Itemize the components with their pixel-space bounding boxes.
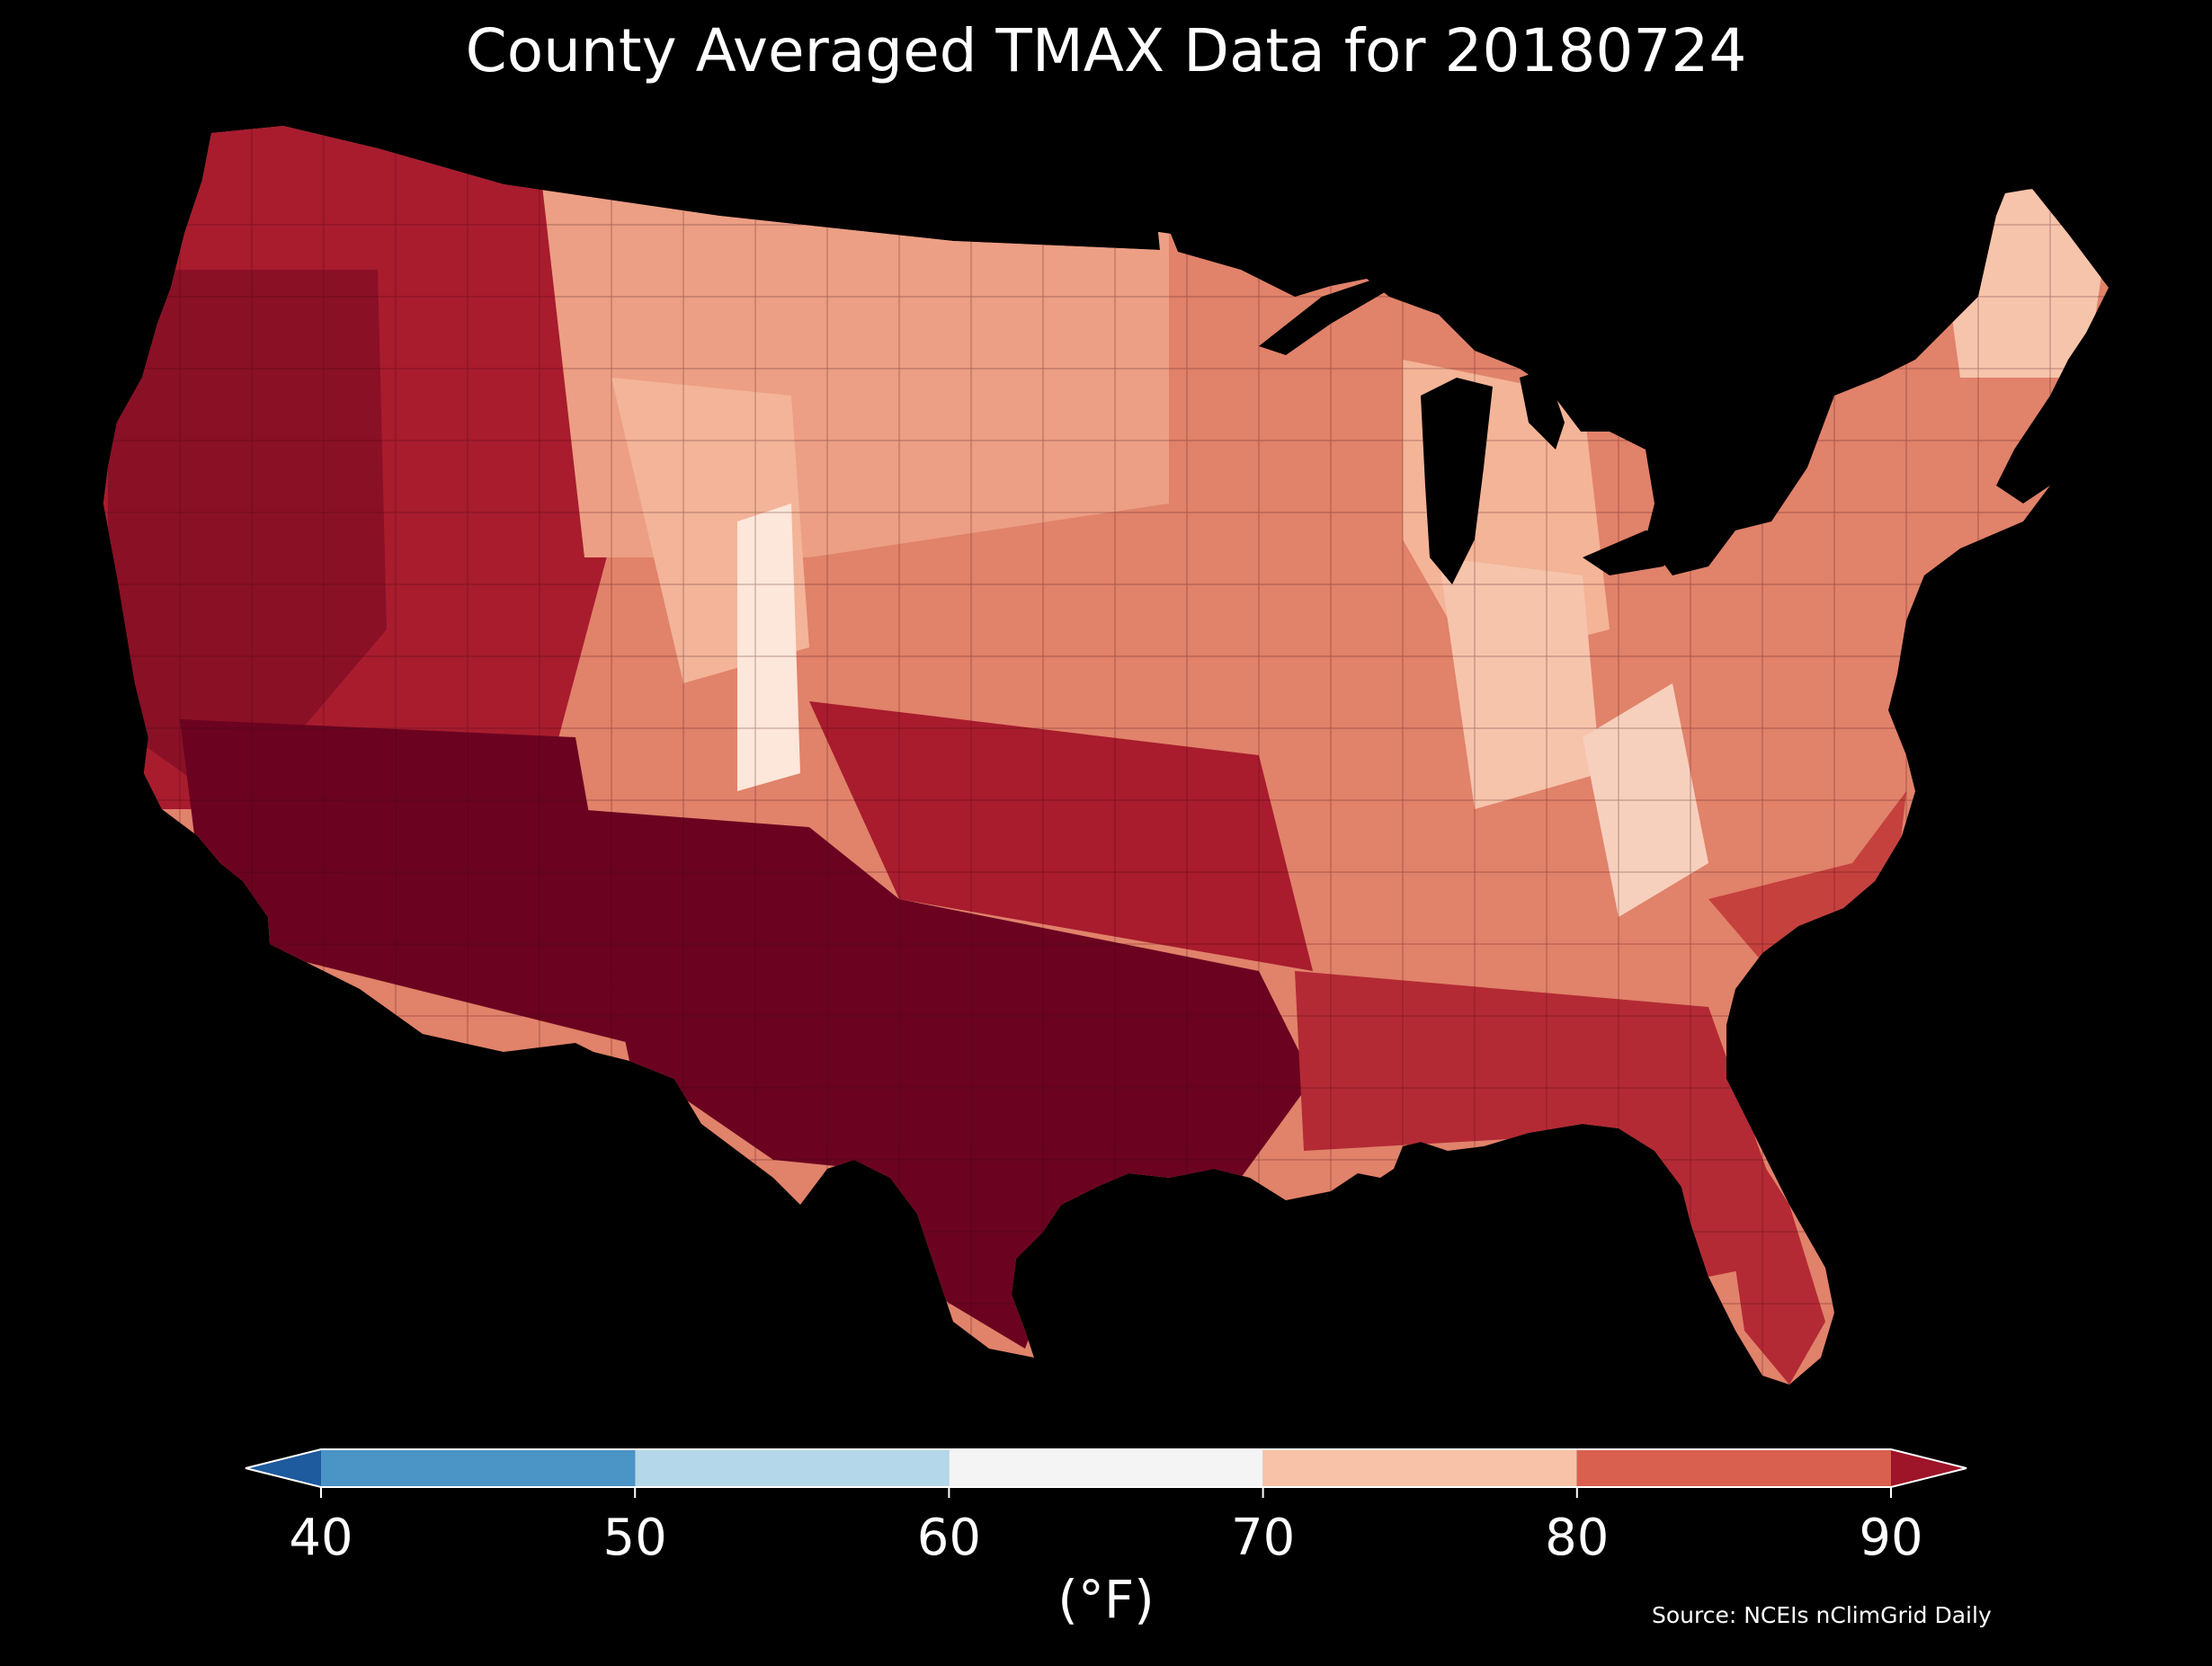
colorbar-bins [321,1449,1891,1487]
colorbar-tick-label-80: 80 [1545,1509,1610,1567]
colorbar-bin-60-70 [949,1449,1263,1487]
colorbar-tick-label-70: 70 [1230,1509,1296,1567]
colorbar-units-label: (°F) [1057,1569,1155,1630]
source-note: Source: NCEIs nClimGrid Daily [1652,1602,1992,1628]
colorbar-bin-40-50 [321,1449,636,1487]
colorbar-under-arrow [245,1449,321,1487]
colorbar-tick-label-40: 40 [289,1509,353,1567]
colorbar-over-arrow [1891,1449,1967,1487]
colorbar-tick-label-60: 60 [916,1509,982,1567]
colorbar-bin-80-90 [1576,1449,1891,1487]
colorbar-ticks [320,1487,1892,1498]
colorbar-tick-label-90: 90 [1859,1509,1923,1567]
colorbar-bin-70-80 [1262,1449,1577,1487]
colorbar-bin-50-60 [635,1449,950,1487]
map-title: County Averaged TMAX Data for 20180724 [465,16,1747,85]
great-lakes [1259,279,1789,584]
colorbar-tick-label-50: 50 [602,1509,667,1567]
